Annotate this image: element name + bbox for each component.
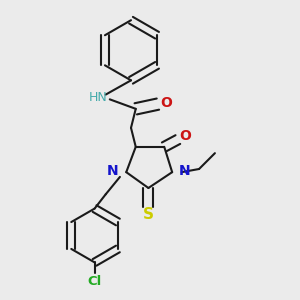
Text: N: N: [107, 164, 119, 178]
Text: O: O: [179, 129, 191, 143]
Text: O: O: [160, 95, 172, 110]
Text: S: S: [143, 207, 154, 222]
Text: HN: HN: [88, 91, 107, 104]
Text: N: N: [178, 164, 190, 178]
Text: Cl: Cl: [88, 275, 102, 288]
